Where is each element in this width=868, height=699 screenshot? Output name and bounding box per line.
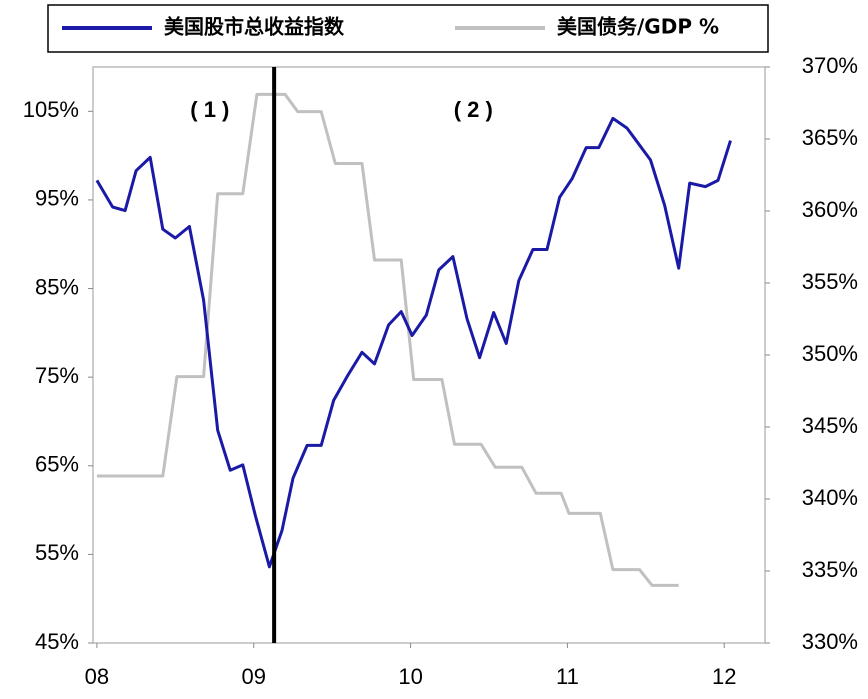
y-tick-label: 45% [35, 629, 79, 654]
legend-label: 美国债务/GDP % [557, 15, 719, 39]
legend-label: 美国股市总收益指数 [164, 15, 345, 39]
y-tick-label: 75% [35, 363, 79, 388]
y2-tick-label: 370% [802, 53, 858, 78]
series-line [96, 92, 679, 587]
y-tick-label: 55% [35, 540, 79, 565]
y2-tick-label: 345% [802, 413, 858, 438]
y2-tick-label: 340% [802, 485, 858, 510]
x-tick-label: 10 [398, 664, 422, 689]
legend-box [47, 4, 769, 53]
y-tick-label: 85% [35, 274, 79, 299]
y2-tick-label: 350% [802, 341, 858, 366]
y2-tick-label: 335% [802, 557, 858, 582]
y2-tick-label: 365% [802, 125, 858, 150]
x-tick-label: 12 [712, 664, 736, 689]
y2-tick-label: 330% [802, 629, 858, 654]
y2-tick-label: 355% [802, 269, 858, 294]
x-tick-label: 08 [85, 664, 109, 689]
y2-tick-label: 360% [802, 197, 858, 222]
annotation: ( 1 ) [190, 97, 229, 122]
plot-frame [92, 66, 766, 644]
annotation: ( 2 ) [454, 97, 493, 122]
y-tick-label: 95% [35, 186, 79, 211]
x-tick-label: 11 [556, 664, 579, 689]
y-tick-label: 105% [23, 97, 79, 122]
x-tick-label: 09 [242, 664, 266, 689]
series-line [95, 116, 732, 569]
y-tick-label: 65% [35, 452, 79, 477]
